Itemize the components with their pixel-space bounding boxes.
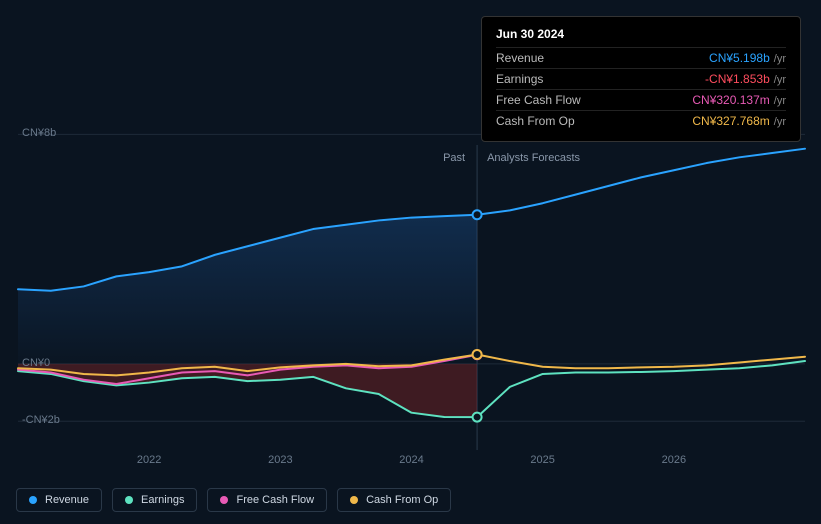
legend-label: Earnings [141, 494, 184, 506]
legend-item-free-cash-flow[interactable]: Free Cash Flow [207, 488, 327, 512]
legend-item-revenue[interactable]: Revenue [16, 488, 102, 512]
tooltip-row: Revenue CN¥5.198b/yr [496, 47, 786, 68]
chart-tooltip: Jun 30 2024 Revenue CN¥5.198b/yr Earnings -… [481, 16, 801, 142]
tooltip-metric-unit: /yr [774, 116, 786, 128]
tooltip-metric-value: CN¥320.137m [692, 93, 769, 107]
legend-dot-icon [29, 496, 37, 504]
x-axis-tick: 2025 [530, 454, 554, 466]
tooltip-metric-label: Free Cash Flow [496, 93, 581, 107]
legend-dot-icon [350, 496, 358, 504]
x-axis-tick: 2022 [137, 454, 161, 466]
legend-label: Cash From Op [366, 494, 438, 506]
tooltip-metric-value: -CN¥1.853b [705, 72, 770, 86]
y-axis-tick: CN¥8b [22, 127, 56, 139]
legend-dot-icon [125, 496, 133, 504]
tooltip-date: Jun 30 2024 [496, 27, 786, 41]
legend-item-earnings[interactable]: Earnings [112, 488, 197, 512]
legend-item-cash-from-op[interactable]: Cash From Op [337, 488, 451, 512]
tooltip-row: Earnings -CN¥1.853b/yr [496, 68, 786, 89]
legend-label: Free Cash Flow [236, 494, 314, 506]
tooltip-metric-unit: /yr [774, 95, 786, 107]
x-axis-tick: 2023 [268, 454, 292, 466]
past-section-label: Past [443, 152, 465, 164]
tooltip-metric-label: Earnings [496, 72, 543, 86]
x-axis-tick: 2026 [662, 454, 686, 466]
tooltip-metric-unit: /yr [774, 74, 786, 86]
chart-legend: Revenue Earnings Free Cash Flow Cash From O… [16, 488, 451, 512]
tooltip-metric-value: CN¥5.198b [709, 51, 770, 65]
forecast-section-label: Analysts Forecasts [487, 152, 580, 164]
financials-chart: Jun 30 2024 Revenue CN¥5.198b/yr Earnings -… [0, 0, 821, 524]
tooltip-metric-value: CN¥327.768m [692, 114, 769, 128]
x-axis-tick: 2024 [399, 454, 423, 466]
tooltip-metric-unit: /yr [774, 53, 786, 65]
tooltip-metric-label: Revenue [496, 51, 544, 65]
y-axis-tick: -CN¥2b [22, 414, 60, 426]
tooltip-row: Cash From Op CN¥327.768m/yr [496, 110, 786, 131]
legend-dot-icon [220, 496, 228, 504]
tooltip-metric-label: Cash From Op [496, 114, 575, 128]
legend-label: Revenue [45, 494, 89, 506]
tooltip-row: Free Cash Flow CN¥320.137m/yr [496, 89, 786, 110]
y-axis-tick: CN¥0 [22, 357, 50, 369]
